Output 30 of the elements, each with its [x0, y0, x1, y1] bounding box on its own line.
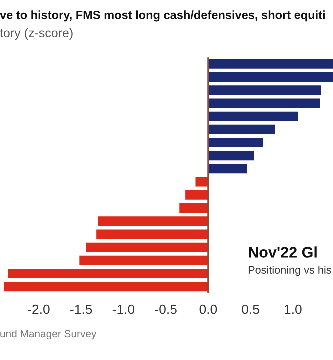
bar — [86, 242, 208, 252]
bar — [196, 177, 208, 187]
x-tick-label: -0.5 — [155, 304, 177, 314]
annotation: Nov'22 Gl — [249, 246, 317, 258]
bar — [208, 124, 276, 134]
bar — [208, 151, 254, 161]
bar — [186, 190, 208, 200]
x-tick-label: 0.5 — [242, 304, 260, 314]
bar — [96, 230, 208, 240]
bar — [208, 72, 333, 82]
bar — [4, 282, 208, 292]
bar — [208, 86, 322, 96]
x-tick-label: -2.0 — [28, 304, 50, 314]
text: und Manager Survey — [0, 330, 97, 340]
bar — [80, 256, 208, 266]
bar — [98, 216, 208, 226]
bar — [208, 164, 248, 174]
annotation: Positioning vs his — [248, 266, 332, 276]
bar — [8, 269, 208, 278]
bar — [208, 138, 264, 148]
bar — [208, 59, 333, 69]
x-tick-label: -1.5 — [70, 304, 92, 314]
x-tick-label: 1.0 — [285, 304, 302, 314]
x-tick-label: -1.0 — [112, 304, 135, 314]
bar — [208, 98, 320, 108]
x-tick-label: 0.0 — [200, 304, 218, 314]
chart-title: ve to history, FMS most long cash/defensives, short equiti — [0, 10, 325, 22]
bar — [208, 112, 298, 122]
bar — [180, 204, 208, 213]
chart-subtitle: tory (z-score) — [0, 28, 73, 40]
